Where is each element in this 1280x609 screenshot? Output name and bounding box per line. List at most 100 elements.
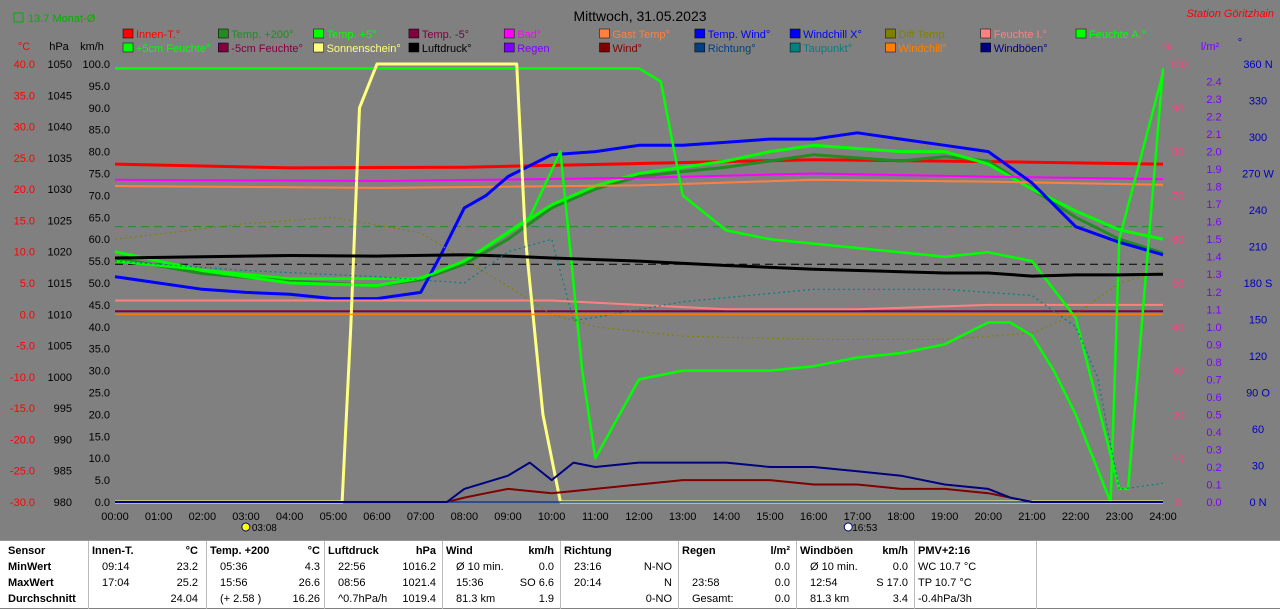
stats-time: 81.3 km	[810, 593, 850, 605]
legend-swatch[interactable]	[980, 42, 991, 53]
stats-header: Windböen	[800, 545, 854, 557]
pct-tick: 80	[1172, 147, 1184, 159]
stats-avg-label: Durchschnitt	[8, 593, 76, 605]
stats-time: 08:56	[338, 577, 366, 589]
stats-time: 20:14	[574, 577, 602, 589]
legend-swatch[interactable]	[503, 42, 515, 53]
sunset-icon	[843, 522, 853, 532]
legend-swatch[interactable]	[408, 42, 420, 53]
legend-swatch[interactable]	[408, 28, 420, 39]
direction-tick: 240	[1249, 205, 1267, 217]
rain-tick: 1.5	[1206, 234, 1221, 246]
legend-swatch[interactable]	[122, 42, 134, 53]
stats-regen: Regen l/m² 0.0 23:58 0.0 Gesamt: 0.0	[680, 541, 794, 609]
rain-tick: 1.6	[1206, 217, 1221, 229]
kmh-tick: 25.0	[89, 388, 110, 400]
monthly-average-checkbox[interactable]	[13, 12, 24, 23]
legend-label: Sonnenschein°	[327, 43, 401, 55]
direction-tick: 300	[1249, 132, 1267, 144]
legend-swatch[interactable]	[313, 42, 324, 53]
legend-swatch[interactable]	[313, 28, 324, 39]
stats-value: 1021.4	[402, 577, 436, 589]
unit-celsius: °C	[18, 41, 30, 53]
time-tick: 14:00	[713, 511, 741, 523]
time-tick: 19:00	[931, 511, 959, 523]
stats-value: SO 6.6	[519, 577, 554, 589]
legend-swatch[interactable]	[789, 28, 801, 39]
stats-separator	[678, 541, 679, 609]
pct-tick: 10	[1172, 453, 1184, 465]
stats-time: 81.3 km	[456, 593, 496, 605]
legend-swatch[interactable]	[599, 28, 610, 39]
kmh-tick: 85.0	[89, 125, 110, 137]
stats-separator	[560, 541, 561, 609]
legend-swatch[interactable]	[599, 42, 610, 53]
hpa-tick: 1035	[48, 153, 72, 165]
rain-tick: 1.4	[1206, 252, 1221, 264]
celsius-tick: 20.0	[14, 184, 35, 196]
legend-label: Temp. +200°	[231, 29, 293, 41]
celsius-tick: 30.0	[14, 122, 35, 134]
pct-tick: 60	[1172, 234, 1184, 246]
rain-tick: 2.4	[1206, 77, 1221, 89]
time-tick: 11:00	[582, 511, 609, 523]
rain-tick: 2.0	[1206, 147, 1221, 159]
time-tick: 09:00	[494, 511, 522, 523]
legend-label: Feuchte A.°	[1089, 29, 1146, 41]
sunrise-icon	[241, 522, 251, 532]
rain-tick: 2.1	[1206, 129, 1221, 141]
stats-header: Richtung	[564, 545, 612, 557]
legend-swatch[interactable]	[980, 28, 991, 39]
weather-chart: 40.0 35.0 30.0 25.0 20.0 15.0 10.0 5.0 0.0 -5.0 -1…	[9, 8, 1275, 534]
stats-value: N	[664, 577, 672, 589]
series-line	[115, 461, 1163, 503]
legend-swatch[interactable]	[885, 42, 896, 53]
rain-tick: 1.1	[1206, 304, 1221, 316]
kmh-tick: 20.0	[89, 409, 110, 421]
stats-wind: Wind km/h Ø 10 min. 0.0 15:36 SO 6.6 81.3 km 1.…	[444, 541, 558, 609]
legend-swatch[interactable]	[1075, 28, 1087, 39]
direction-tick: 360 N	[1243, 59, 1272, 71]
stats-value: 0.0	[774, 577, 790, 589]
pct-tick: 50	[1172, 278, 1184, 290]
kmh-tick: 10.0	[89, 453, 110, 465]
time-tick: 07:00	[407, 511, 435, 523]
celsius-tick: -30.0	[10, 497, 35, 509]
rain-tick: 1.9	[1206, 164, 1221, 176]
celsius-tick: 15.0	[14, 215, 35, 227]
legend-swatch[interactable]	[694, 42, 706, 53]
legend-label: Wind°	[613, 43, 642, 55]
time-tick: 08:00	[451, 511, 479, 523]
legend-swatch[interactable]	[122, 28, 134, 39]
stats-value: 0.0	[892, 561, 908, 573]
series-line	[115, 479, 1163, 503]
legend-swatch[interactable]	[694, 28, 706, 39]
legend-swatch[interactable]	[218, 42, 229, 53]
series-line	[114, 216, 1164, 340]
kmh-tick: 5.0	[95, 475, 110, 487]
rain-tick: 0.3	[1206, 444, 1221, 456]
monthly-average-label: 13.7 Monat-Ø	[28, 13, 96, 25]
legend-swatch[interactable]	[503, 28, 515, 39]
direction-tick: 0 N	[1249, 497, 1266, 509]
series-line	[114, 238, 1164, 491]
stats-innen: Innen-T. °C 09:14 23.2 17:04 25.2 24.04	[90, 541, 202, 609]
rain-tick: 0.5	[1206, 409, 1221, 421]
kmh-tick: 50.0	[89, 278, 110, 290]
legend-swatch[interactable]	[789, 42, 801, 53]
kmh-tick: 70.0	[89, 190, 110, 202]
stats-value: 3.4	[892, 593, 908, 605]
legend-swatch[interactable]	[885, 28, 896, 39]
stats-value: 1016.2	[402, 561, 436, 573]
stats-time: WC 10.7 °C	[918, 561, 977, 573]
time-tick: 00:00	[101, 511, 129, 523]
time-tick: 13:00	[669, 511, 697, 523]
series-line	[115, 299, 1163, 311]
legend-swatch[interactable]	[218, 28, 229, 39]
unit-direction: °	[1238, 37, 1242, 49]
sunset-time: 16:53	[852, 523, 877, 534]
unit-kmh: km/h	[80, 41, 104, 53]
stats-separator	[442, 541, 443, 609]
stats-value: 23.2	[176, 561, 198, 573]
rain-tick: 1.8	[1206, 182, 1221, 194]
